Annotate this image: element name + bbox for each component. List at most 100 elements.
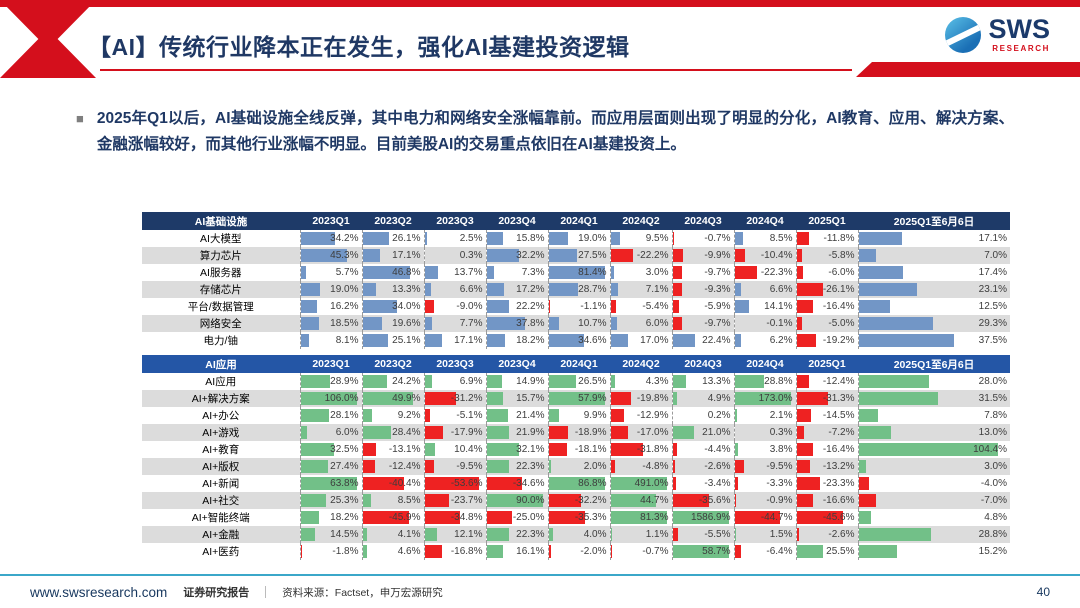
cell-value: -26.1% — [822, 284, 855, 295]
positive-bar — [300, 232, 336, 245]
value-cell: 21.4% — [485, 407, 548, 424]
value-cell: 0.3% — [423, 247, 486, 264]
value-cell: 17.1% — [423, 332, 486, 349]
cell-value: 2.5% — [459, 233, 483, 244]
value-cell: -34.6% — [485, 475, 548, 492]
value-cell: 2.1% — [733, 407, 796, 424]
negative-bar — [486, 511, 512, 524]
negative-bar — [610, 426, 628, 439]
value-cell: 17.0% — [609, 332, 672, 349]
value-cell: -0.7% — [671, 230, 734, 247]
cell-value: -13.1% — [388, 444, 421, 455]
negative-bar — [734, 545, 742, 558]
cell-value: 7.1% — [645, 284, 669, 295]
value-cell: 27.5% — [547, 247, 610, 264]
cell-value: 6.0% — [645, 318, 669, 329]
value-cell: 14.5% — [299, 526, 362, 543]
cell-value: -9.0% — [456, 301, 483, 312]
positive-bar — [548, 249, 577, 262]
value-cell: -9.5% — [733, 458, 796, 475]
cell-value: -22.2% — [636, 250, 669, 261]
cell-value: 29.3% — [978, 318, 1007, 329]
table-header-row: AI应用 2023Q1 2023Q2 2023Q3 2023Q4 2024Q1 2024Q2… — [142, 355, 1010, 373]
cell-value: 32.5% — [330, 444, 359, 455]
negative-bar — [610, 460, 616, 473]
cell-value: 6.6% — [769, 284, 793, 295]
negative-bar — [858, 477, 869, 490]
cell-value: -2.0% — [580, 546, 607, 557]
cell-value: 34.0% — [392, 301, 421, 312]
positive-bar — [858, 317, 933, 330]
negative-bar — [796, 266, 803, 279]
value-cell: -4.4% — [671, 441, 734, 458]
cell-value: -5.8% — [828, 250, 855, 261]
value-cell: 10.7% — [547, 315, 610, 332]
cell-value: 25.5% — [826, 546, 855, 557]
cell-value: -16.4% — [822, 444, 855, 455]
positive-bar — [362, 426, 392, 439]
column-header: 2023Q4 — [486, 355, 548, 373]
positive-bar — [486, 528, 510, 541]
negative-bar — [486, 477, 522, 490]
positive-bar — [672, 511, 729, 524]
negative-bar — [362, 511, 410, 524]
row-label: AI+版权 — [142, 458, 300, 475]
negative-bar — [424, 392, 457, 405]
value-cell: -11.8% — [795, 230, 858, 247]
cell-value: 2.0% — [583, 461, 607, 472]
cell-value: 4.6% — [397, 546, 421, 557]
value-cell: 17.1% — [361, 247, 424, 264]
value-cell: -12.9% — [609, 407, 672, 424]
cell-value: 22.2% — [516, 301, 545, 312]
sws-globe-icon — [945, 16, 982, 53]
header-chevron-shape — [0, 0, 96, 78]
cell-value: 28.7% — [578, 284, 607, 295]
cell-value: 104.4% — [973, 444, 1007, 455]
value-cell: 1586.9% — [671, 509, 734, 526]
summary-bullet: ■ 2025年Q1以后，AI基础设施全线反弹，其中电力和网络安全涨幅靠前。而应用… — [76, 106, 1014, 159]
table-row: 存储芯片 19.0% 13.3% 6.6% 17.2% 28.7% 7.1% -9.3% 6.6… — [142, 281, 1010, 298]
row-label: AI大模型 — [200, 233, 242, 245]
value-cell: 90.0% — [485, 492, 548, 509]
value-cell: 4.9% — [671, 390, 734, 407]
positive-bar — [796, 545, 823, 558]
value-cell: 7.3% — [485, 264, 548, 281]
cell-value: -0.1% — [766, 318, 793, 329]
value-cell: -1.8% — [299, 543, 362, 560]
cell-value: -45.9% — [388, 512, 421, 523]
table-row: AI+智能终端 18.2% -45.9% -34.8% -25.0% -35.3% 81.3… — [142, 509, 1010, 526]
title-underline — [100, 69, 852, 71]
value-cell: 13.7% — [423, 264, 486, 281]
cell-value: 0.2% — [707, 410, 731, 421]
value-cell: 173.0% — [733, 390, 796, 407]
cell-value: 23.1% — [978, 284, 1007, 295]
positive-bar — [858, 392, 939, 405]
positive-bar — [548, 375, 576, 388]
positive-bar — [362, 283, 377, 296]
positive-bar — [362, 334, 389, 347]
cell-value: 4.9% — [707, 393, 731, 404]
value-cell: 3.0% — [857, 458, 1010, 475]
cell-value: 19.0% — [578, 233, 607, 244]
positive-bar — [486, 375, 502, 388]
positive-bar — [548, 283, 578, 296]
negative-bar — [796, 426, 804, 439]
value-cell: 7.0% — [857, 247, 1010, 264]
value-cell: -23.3% — [795, 475, 858, 492]
value-cell: 7.1% — [609, 281, 672, 298]
value-cell: 1.1% — [609, 526, 672, 543]
positive-bar — [858, 460, 867, 473]
positive-bar — [300, 409, 330, 422]
cell-value: 1.1% — [645, 529, 669, 540]
positive-bar — [610, 375, 615, 388]
negative-bar — [796, 300, 814, 313]
cell-value: 81.4% — [578, 267, 607, 278]
value-cell: 58.7% — [671, 543, 734, 560]
value-cell: 19.0% — [299, 281, 362, 298]
positive-bar — [548, 477, 605, 490]
cell-value: -53.6% — [450, 478, 483, 489]
value-cell: 5.7% — [299, 264, 362, 281]
positive-bar — [734, 443, 739, 456]
positive-bar — [300, 460, 329, 473]
cell-value: -18.9% — [574, 427, 607, 438]
